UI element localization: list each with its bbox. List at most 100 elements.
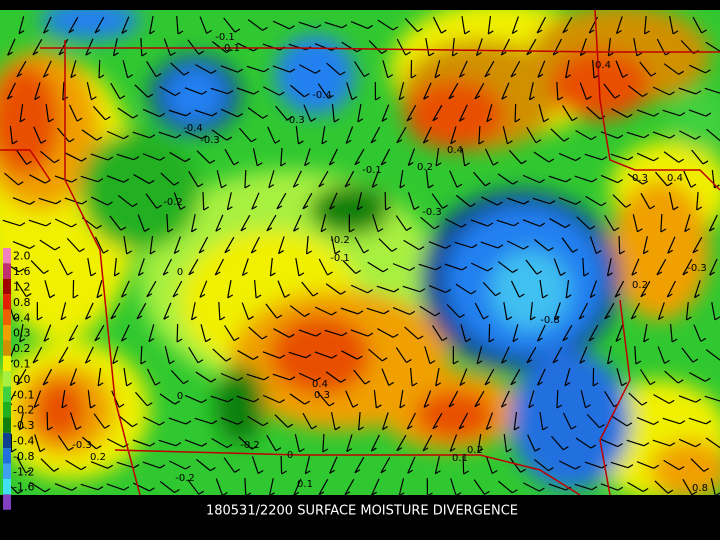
barb-tick — [562, 446, 569, 451]
barb — [536, 324, 546, 342]
barb-tick — [554, 315, 560, 321]
barb-tick — [686, 316, 692, 321]
barb — [373, 389, 377, 409]
barb — [628, 392, 643, 406]
barb — [244, 477, 247, 495]
legend-label: 0.3 — [13, 327, 31, 340]
barb-tick — [548, 158, 555, 163]
barb-tick — [149, 134, 156, 139]
barb-tick — [513, 222, 520, 227]
barb — [66, 237, 80, 253]
barb-tick — [159, 464, 166, 469]
barb — [553, 302, 561, 320]
barb — [295, 125, 300, 145]
barb — [184, 87, 202, 95]
barb — [176, 323, 179, 343]
barb — [451, 37, 455, 57]
barb — [214, 258, 225, 276]
barb-tick — [456, 183, 463, 188]
barb — [458, 60, 468, 78]
barb — [276, 192, 287, 210]
barb — [299, 64, 316, 74]
barb-tick — [197, 183, 204, 188]
barb-tick — [463, 470, 469, 475]
barb — [33, 390, 42, 408]
barb — [350, 284, 368, 294]
legend-swatch — [3, 432, 11, 449]
barb-tick — [678, 466, 685, 471]
barb — [407, 192, 415, 210]
barb-tick — [399, 492, 405, 495]
barb — [91, 196, 108, 206]
barb — [106, 483, 125, 491]
barb — [381, 104, 390, 122]
barb — [395, 215, 407, 231]
barb — [120, 280, 130, 298]
barb — [611, 415, 628, 427]
barb-tick — [382, 426, 388, 431]
barb — [18, 412, 24, 430]
barb-tick — [183, 71, 190, 76]
barb — [248, 326, 263, 340]
barb-tick — [435, 162, 442, 167]
barb — [85, 302, 94, 320]
barb — [459, 368, 468, 386]
barb-tick — [644, 30, 650, 35]
barb-tick — [85, 51, 92, 56]
barb — [582, 257, 585, 277]
barb — [294, 434, 300, 452]
barb — [478, 125, 481, 145]
barb — [406, 412, 416, 430]
legend-swatch — [3, 479, 11, 495]
contour-label: -0.3 — [72, 440, 92, 451]
barb-tick — [144, 227, 150, 232]
barb — [655, 171, 668, 187]
barb — [562, 324, 573, 342]
barb-tick — [478, 140, 485, 145]
barb — [190, 214, 196, 232]
barb — [559, 460, 576, 470]
barb — [42, 368, 53, 386]
barb — [236, 42, 254, 52]
barb — [341, 41, 358, 53]
barb-tick — [315, 332, 322, 337]
barb-tick — [445, 244, 452, 249]
barb — [428, 241, 446, 249]
barb — [320, 214, 327, 232]
barb — [40, 458, 55, 472]
barb — [90, 153, 109, 161]
contour-label: 0 — [287, 450, 293, 461]
barb-tick — [328, 94, 334, 99]
barb-tick — [53, 467, 60, 472]
barb-tick — [233, 337, 240, 342]
barb — [643, 324, 648, 342]
barb — [392, 263, 410, 271]
barb — [663, 459, 680, 471]
barb-tick — [570, 425, 577, 430]
barb — [527, 434, 536, 452]
legend-swatch — [3, 325, 11, 341]
barb-tick — [714, 316, 720, 321]
barb-tick — [318, 491, 325, 495]
barb — [210, 87, 229, 95]
barb — [195, 458, 211, 472]
barb — [482, 281, 496, 297]
barb — [293, 478, 302, 495]
barb-tick — [477, 448, 484, 453]
barb-tick — [226, 48, 232, 53]
barb — [706, 128, 720, 142]
barb — [331, 103, 335, 123]
barb-tick — [364, 380, 371, 385]
barb-tick — [329, 205, 336, 210]
barb — [266, 214, 277, 232]
barb-tick — [163, 315, 170, 320]
barb — [407, 148, 416, 166]
barb-tick — [68, 29, 75, 34]
barb-tick — [658, 316, 664, 321]
barb — [553, 258, 562, 276]
barb — [314, 43, 332, 51]
barb — [528, 390, 535, 408]
barb-tick — [32, 51, 39, 56]
barb — [510, 368, 521, 386]
barb — [263, 86, 280, 96]
